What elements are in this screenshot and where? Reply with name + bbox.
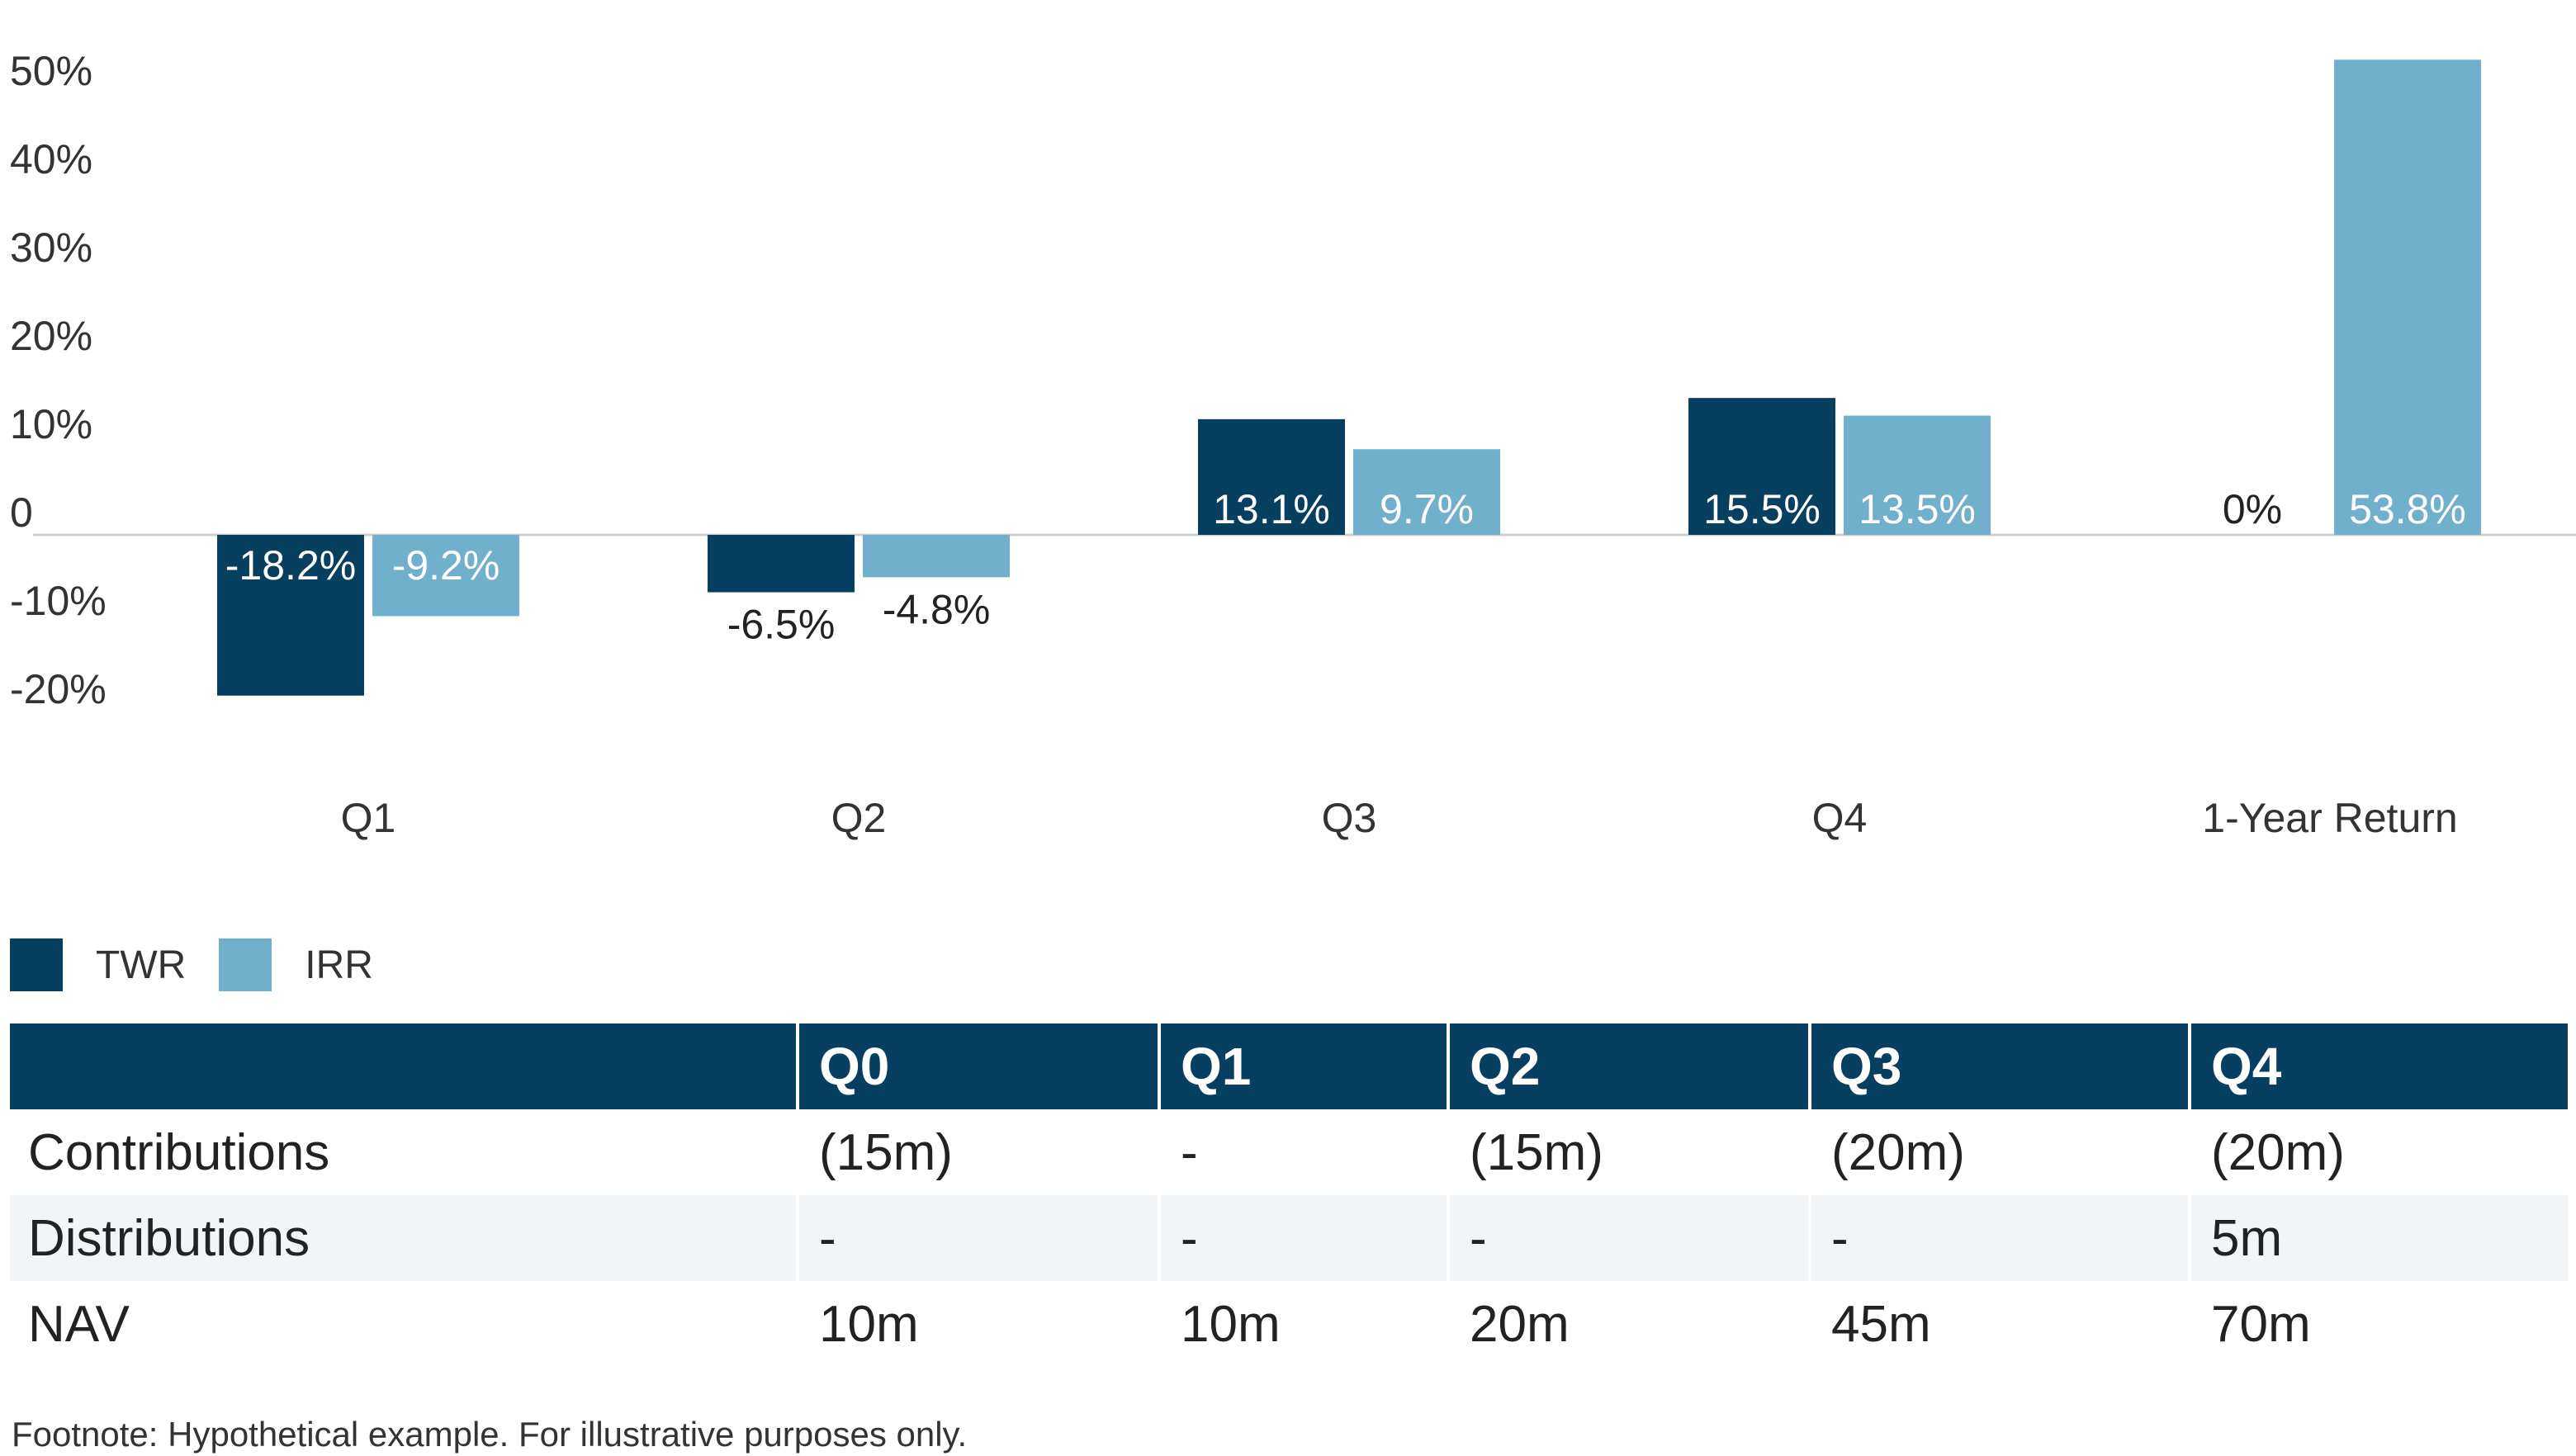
bar-irr-q1 [372,535,519,617]
x-tick-label: Q4 [1812,795,1868,841]
table-row-distributions: Distributions - - - - 5m [10,1195,2568,1281]
table-cell: (20m) [2188,1109,2568,1195]
data-label: -9.2% [392,542,500,589]
legend-label-twr: TWR [96,943,187,987]
table-header-q2: Q2 [1447,1023,1810,1109]
row-label: Distributions [10,1195,798,1281]
table-header-q4: Q4 [2188,1023,2568,1109]
legend-label-irr: IRR [305,943,373,987]
table-header-q0: Q0 [796,1023,1159,1109]
table-cell: 10m [1158,1281,1448,1367]
y-tick-label: 50% [10,48,92,94]
data-label: -4.8% [883,586,991,632]
bar-irr-1-year-return [2334,59,2481,536]
data-label: 13.5% [1859,486,1976,532]
y-tick-label: -20% [10,666,107,712]
bar-irr-q2 [863,535,1010,578]
y-tick-label: 0 [10,489,33,536]
table-row-contributions: Contributions (15m) - (15m) (20m) (20m) [10,1109,2568,1195]
table-header-row: Q0 Q1 Q2 Q3 Q4 [10,1023,2568,1109]
table-cell: 70m [2188,1281,2568,1367]
bar-twr-q2 [708,535,855,593]
table-cell: - [1808,1195,2190,1281]
y-tick-label: 10% [10,401,92,447]
table-cell: - [1158,1195,1448,1281]
y-tick-label: 40% [10,136,92,182]
table-cell: - [796,1195,1159,1281]
data-label: -6.5% [727,602,836,648]
data-label: 9.7% [1380,486,1474,532]
table-cell: (20m) [1808,1109,2190,1195]
bar-irr-q4 [1844,415,1991,535]
legend: TWR IRR [10,938,406,992]
data-label: 15.5% [1703,486,1821,532]
x-tick-label: Q3 [1322,795,1377,841]
table-header-q3: Q3 [1808,1023,2190,1109]
legend-swatch-twr [10,938,63,991]
data-label: 0% [2223,486,2282,532]
table-header-blank [10,1023,798,1109]
table-cell: - [1447,1195,1810,1281]
table-cell: 10m [796,1281,1159,1367]
y-tick-label: 30% [10,225,92,271]
data-label: -18.2% [225,542,356,589]
bar-twr-q4 [1688,398,1835,535]
data-label: 13.1% [1213,486,1330,532]
bar-irr-q3 [1353,449,1500,535]
bar-twr-q3 [1198,418,1345,535]
data-label: 53.8% [2349,486,2466,532]
bar-twr-q1 [217,535,364,696]
table-cell: - [1158,1109,1448,1195]
legend-swatch-irr [219,938,272,991]
table-header-q1: Q1 [1158,1023,1448,1109]
x-tick-label: Q1 [341,795,396,841]
y-tick-label: -10% [10,578,107,624]
x-tick-label: 1-Year Return [2202,795,2457,841]
y-tick-label: 20% [10,313,92,359]
x-tick-label: Q2 [831,795,887,841]
cash-flow-table: Q0 Q1 Q2 Q3 Q4 Contributions (15m) - (15… [10,1023,2568,1367]
row-label: Contributions [28,1123,330,1181]
table-row-nav: NAV 10m 10m 20m 45m 70m [10,1281,2568,1367]
table-cell: 20m [1447,1281,1810,1367]
bar-chart: 50% 40% 30% 20% 10% 0 -10% -20% -18.2% -9.2% Q1 -6.… [10,48,2576,841]
table-cell: 5m [2188,1195,2568,1281]
footnote: Footnote: Hypothetical example. For illu… [12,1415,968,1454]
table-cell: (15m) [1447,1109,1810,1195]
table-cell: 45m [1808,1281,2190,1367]
row-label: NAV [28,1295,130,1353]
table-cell: (15m) [796,1109,1159,1195]
